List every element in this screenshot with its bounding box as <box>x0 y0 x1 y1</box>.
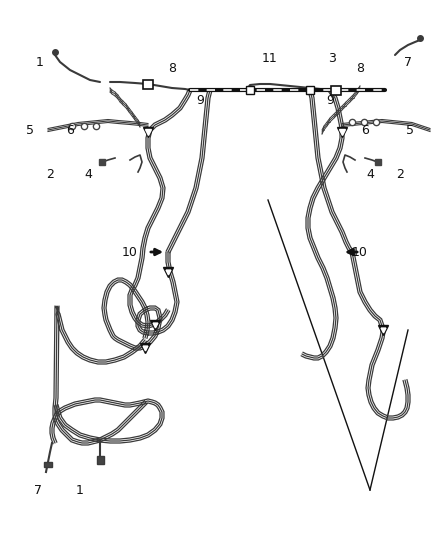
Bar <box>331 86 341 95</box>
Bar <box>306 86 314 94</box>
Text: 9: 9 <box>196 93 204 107</box>
Text: 7: 7 <box>404 55 412 69</box>
Bar <box>143 80 153 89</box>
Text: 5: 5 <box>406 124 414 136</box>
Text: 4: 4 <box>84 168 92 182</box>
Text: 10: 10 <box>122 246 138 259</box>
Text: 1: 1 <box>76 483 84 497</box>
Text: 2: 2 <box>396 168 404 182</box>
Bar <box>97 456 104 464</box>
Text: 11: 11 <box>262 52 278 64</box>
Bar <box>44 462 52 467</box>
Text: 6: 6 <box>66 124 74 136</box>
Text: 9: 9 <box>326 93 334 107</box>
Text: 7: 7 <box>34 483 42 497</box>
Text: 5: 5 <box>26 124 34 136</box>
Text: 8: 8 <box>168 61 176 75</box>
Bar <box>246 86 254 94</box>
Text: 10: 10 <box>352 246 368 259</box>
Text: 6: 6 <box>361 124 369 136</box>
Text: 1: 1 <box>36 55 44 69</box>
Text: 2: 2 <box>46 168 54 182</box>
Text: 8: 8 <box>356 61 364 75</box>
Text: 4: 4 <box>366 168 374 182</box>
Text: 3: 3 <box>328 52 336 64</box>
